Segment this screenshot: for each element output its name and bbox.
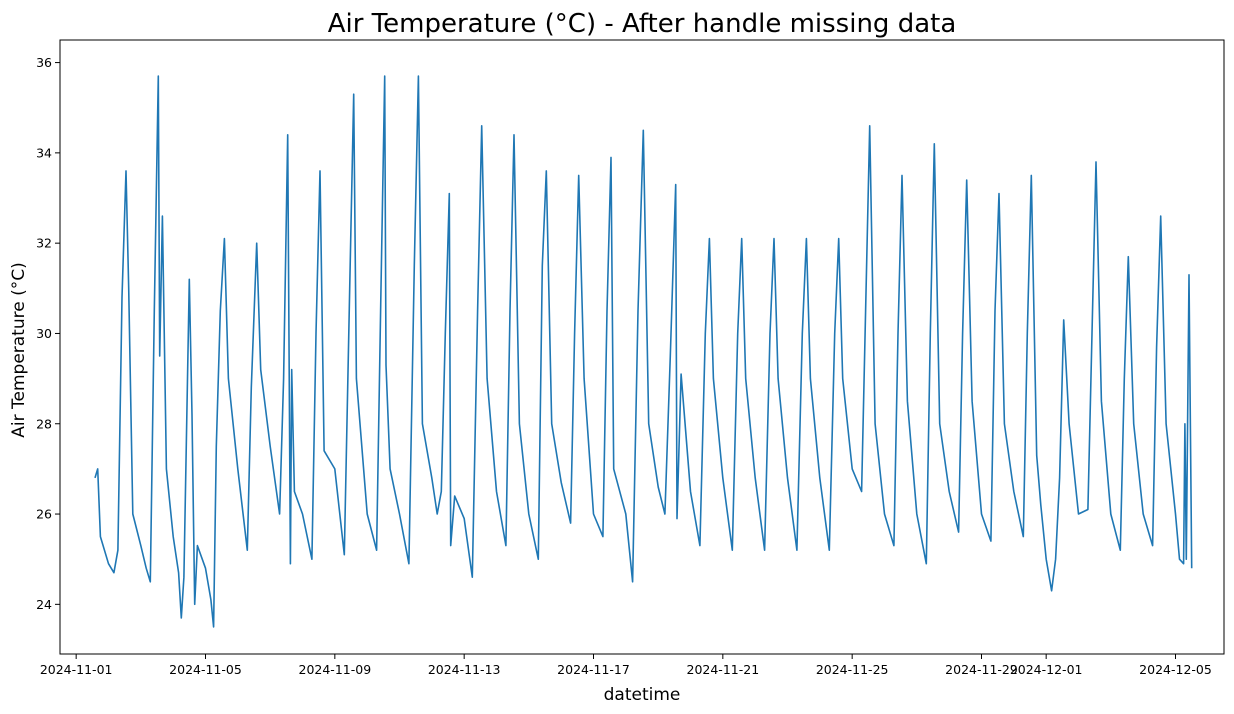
- y-tick-label: 24: [36, 597, 52, 612]
- axes-frame: [59, 39, 1225, 655]
- x-tick-label: 2024-11-17: [557, 662, 630, 677]
- y-tick-label: 34: [36, 145, 52, 160]
- x-tick-label: 2024-12-01: [1010, 662, 1083, 677]
- y-tick-label: 26: [36, 507, 52, 522]
- y-tick-label: 30: [36, 326, 52, 341]
- y-axis-label: Air Temperature (°C): [9, 262, 29, 437]
- y-axis: 24 26 28 30 32 34 36: [36, 55, 60, 612]
- x-tick-label: 2024-11-25: [816, 662, 889, 677]
- x-tick-label: 2024-11-05: [169, 662, 242, 677]
- y-tick-label: 36: [36, 55, 52, 70]
- x-tick-label: 2024-11-29: [945, 662, 1018, 677]
- series-line: [94, 75, 1193, 628]
- chart-title: Air Temperature (°C) - After handle miss…: [328, 9, 957, 39]
- x-tick-label: 2024-11-21: [687, 662, 760, 677]
- x-tick-label: 2024-12-05: [1139, 662, 1212, 677]
- x-tick-label: 2024-11-01: [40, 662, 113, 677]
- x-tick-label: 2024-11-09: [299, 662, 372, 677]
- y-tick-label: 32: [36, 236, 52, 251]
- x-axis: 2024-11-01 2024-11-05 2024-11-09 2024-11-13…: [40, 654, 1212, 677]
- plot-area: [94, 75, 1193, 628]
- y-tick-label: 28: [36, 416, 52, 431]
- x-axis-label: datetime: [604, 685, 681, 705]
- x-tick-label: 2024-11-13: [428, 662, 501, 677]
